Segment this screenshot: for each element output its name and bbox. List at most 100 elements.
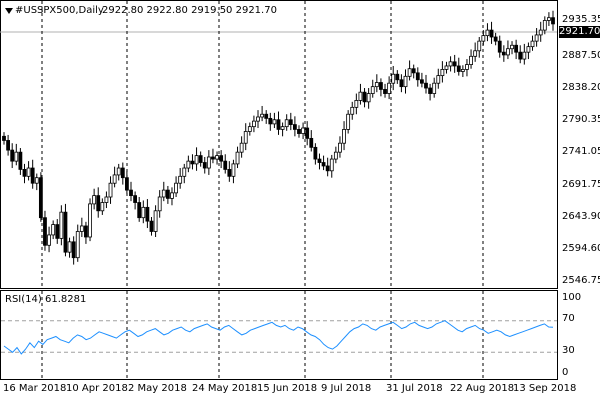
candle-body [313, 146, 318, 160]
candle-body [284, 119, 289, 128]
candle-body [63, 211, 68, 253]
main-chart-frame [0, 0, 558, 289]
candle-body [252, 120, 256, 128]
candle-body [407, 68, 412, 77]
candle-body [522, 51, 527, 60]
candle-body [211, 156, 215, 160]
price-tick: 2594.60 [562, 243, 600, 254]
candle-body [485, 29, 490, 37]
date-label: 13 Sep 2018 [513, 383, 577, 394]
date-label: 24 May 2018 [192, 383, 258, 394]
candle-body [317, 158, 322, 163]
candle-body [79, 225, 84, 232]
candle-body [30, 167, 35, 184]
price-tick: 2691.75 [562, 179, 600, 190]
candle-body [51, 224, 56, 236]
candle-body [198, 155, 203, 163]
candle-body [194, 155, 199, 165]
candle-body [325, 165, 330, 172]
candle-body [215, 155, 219, 160]
candle-body [145, 206, 150, 222]
rsi-value: 61.8281 [45, 294, 87, 305]
candle-body [489, 29, 494, 38]
candle-body [14, 151, 19, 162]
collapse-triangle-icon[interactable] [5, 8, 13, 14]
candle-body [399, 79, 404, 88]
candle-body [469, 55, 473, 65]
candle-body [526, 46, 531, 53]
candle-body [116, 167, 121, 176]
candle-body [473, 50, 478, 57]
rsi-line [3, 320, 554, 355]
candle-body [346, 113, 351, 130]
candle-body [129, 189, 133, 197]
candle-body [260, 113, 265, 118]
candle-body [227, 169, 232, 177]
candle-body [366, 93, 371, 103]
candle-body [96, 195, 101, 212]
candle-body [460, 69, 465, 72]
candle-body [551, 17, 555, 25]
candle-body [403, 75, 408, 88]
candle-body [137, 202, 142, 219]
candle-body [481, 35, 486, 42]
candle-body [223, 160, 228, 170]
candle-body [305, 127, 310, 139]
candle-body [256, 116, 260, 122]
candle-body [67, 241, 72, 253]
candle-body [219, 155, 224, 162]
rsi-tick: 70 [562, 313, 575, 324]
date-label: 16 Mar 2018 [3, 383, 67, 394]
candle-body [547, 17, 551, 21]
candle-body [415, 72, 420, 81]
candle-body [276, 119, 281, 130]
candle-body [264, 113, 269, 119]
candle-body [22, 169, 27, 177]
price-tick: 2887.50 [562, 50, 600, 61]
rsi-title: RSI(14) [5, 294, 42, 305]
candle-body [497, 40, 502, 53]
date-label: 9 Jul 2018 [321, 383, 372, 394]
candle-body [440, 69, 445, 77]
candle-body [501, 51, 506, 56]
candle-body [538, 29, 543, 36]
candle-body [43, 217, 47, 246]
candle-body [165, 189, 170, 199]
candle-body [432, 82, 437, 94]
candle-body [542, 20, 547, 31]
candle-body [297, 129, 301, 134]
candle-body [465, 64, 469, 70]
candle-body [59, 211, 64, 239]
candle-body [6, 140, 10, 151]
candle-body [92, 195, 97, 205]
ohlc-values: 2922.80 2922.80 2919.50 2921.70 [102, 5, 277, 16]
candle-body [243, 131, 248, 144]
candle-body [112, 174, 117, 184]
candle-body [161, 189, 166, 198]
candle-body [530, 40, 535, 48]
candle-body [231, 163, 236, 177]
candle-body [47, 234, 51, 246]
candle-body [342, 129, 346, 144]
price-tick: 2935.35 [562, 14, 600, 25]
candle-body [288, 119, 293, 125]
candle-body [506, 48, 510, 56]
candle-body [292, 124, 297, 130]
candle-body [157, 196, 162, 212]
rsi-levels [1, 320, 557, 353]
candle-body [202, 162, 207, 169]
candle-body [206, 156, 211, 169]
candle-body [510, 44, 514, 50]
candle-body [321, 162, 326, 167]
candle-body [2, 135, 6, 141]
date-label: 15 Jun 2018 [257, 383, 318, 394]
rsi-tick: 0 [562, 367, 569, 378]
candle-body [444, 65, 449, 70]
candle-body [108, 182, 113, 198]
candle-body [395, 73, 400, 81]
candle-body [448, 61, 453, 67]
candle-body [329, 158, 334, 172]
date-label: 2 May 2018 [128, 383, 187, 394]
candle-body [436, 75, 441, 84]
